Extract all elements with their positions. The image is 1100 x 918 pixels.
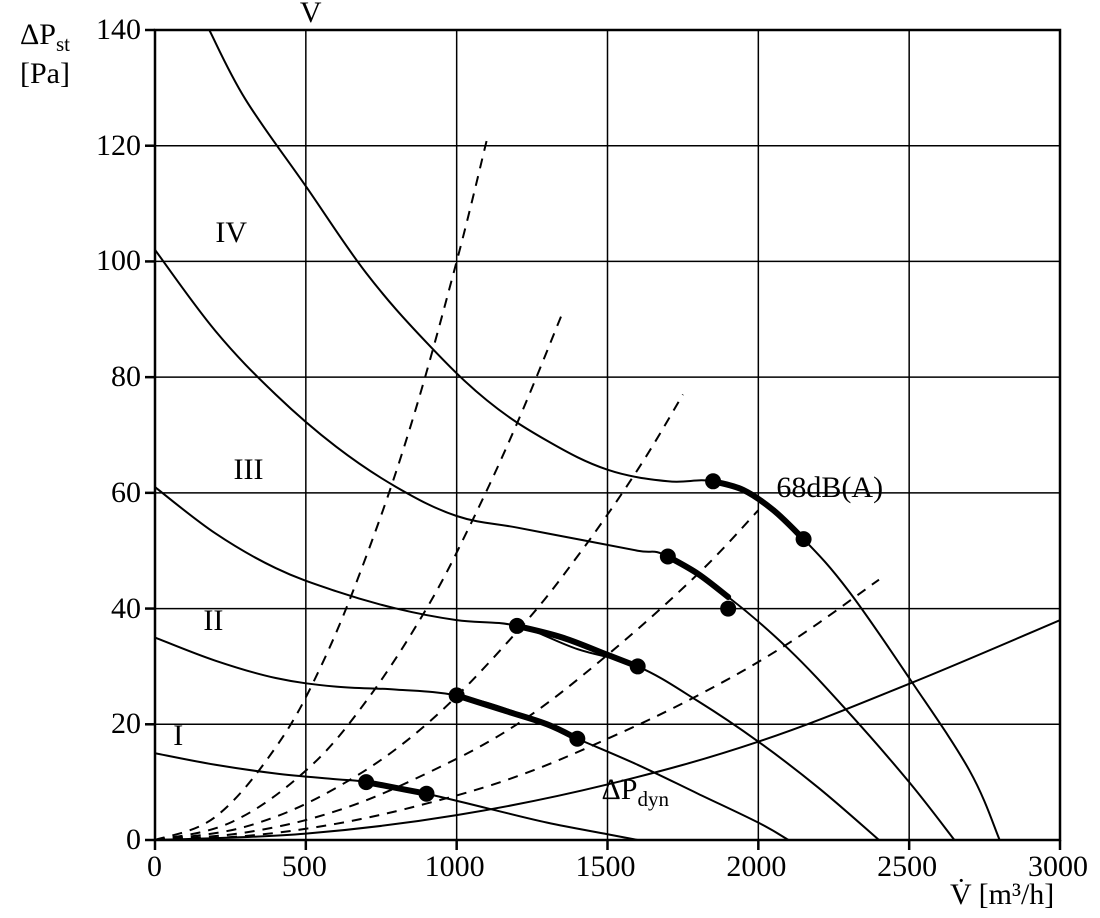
chart-svg bbox=[0, 0, 1100, 918]
fan-curve-label-III: III bbox=[234, 453, 264, 487]
x-tick: 1000 bbox=[425, 850, 485, 884]
y-tick: 40 bbox=[111, 592, 141, 626]
fan-curve-label-I: I bbox=[173, 719, 183, 753]
fan-curve-label-IV: IV bbox=[215, 216, 247, 250]
x-tick: 2500 bbox=[877, 850, 937, 884]
fan-curve-label-II: II bbox=[203, 604, 223, 638]
y-tick: 140 bbox=[96, 13, 141, 47]
y-tick: 100 bbox=[96, 244, 141, 278]
x-tick: 500 bbox=[282, 850, 327, 884]
x-tick: 0 bbox=[147, 850, 162, 884]
y-axis-label-text: ΔPst bbox=[20, 18, 70, 51]
y-tick: 20 bbox=[111, 707, 141, 741]
dp-dyn-label: ΔPdyn bbox=[601, 773, 668, 812]
y-tick: 80 bbox=[111, 360, 141, 394]
x-tick: 1500 bbox=[576, 850, 636, 884]
sound-level-label: 68dB(A) bbox=[776, 471, 883, 505]
y-axis-label: ΔPst [Pa] bbox=[20, 18, 70, 91]
x-tick: 2000 bbox=[726, 850, 786, 884]
x-tick: 3000 bbox=[1028, 850, 1088, 884]
y-tick: 0 bbox=[126, 823, 141, 857]
y-axis-unit: [Pa] bbox=[20, 57, 70, 90]
y-tick: 120 bbox=[96, 129, 141, 163]
fan-performance-chart: { "chart": { "type": "line", "width_px":… bbox=[0, 0, 1100, 918]
y-tick: 60 bbox=[111, 476, 141, 510]
fan-curve-label-V: V bbox=[300, 0, 322, 30]
